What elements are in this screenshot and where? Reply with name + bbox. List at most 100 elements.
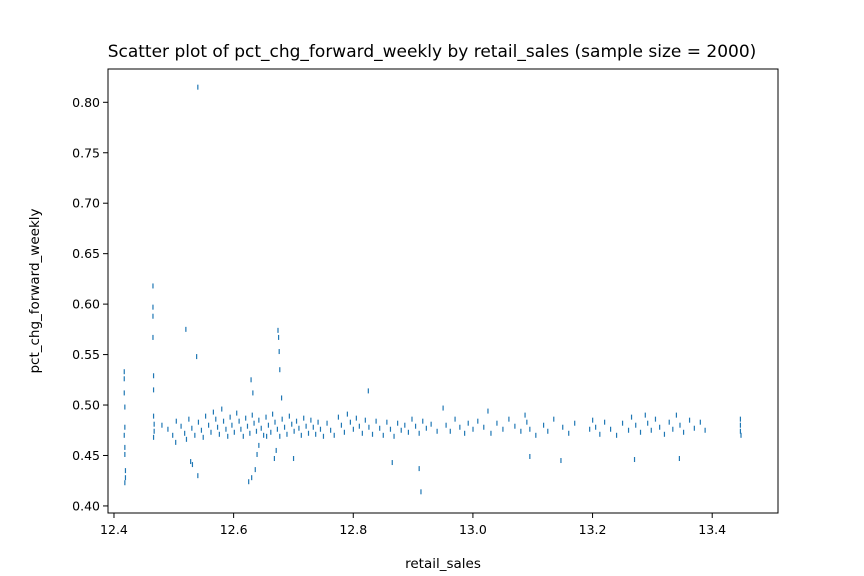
- data-point: [319, 426, 322, 432]
- data-point: [699, 419, 701, 425]
- data-point: [238, 418, 240, 424]
- data-point: [739, 422, 742, 428]
- data-point: [273, 456, 276, 462]
- data-point: [227, 433, 229, 439]
- data-point: [152, 283, 154, 289]
- data-point: [630, 414, 633, 420]
- data-point: [543, 422, 545, 428]
- data-point: [337, 414, 340, 420]
- data-point: [404, 422, 406, 428]
- data-point: [688, 417, 691, 423]
- data-point: [430, 421, 432, 427]
- data-point: [184, 430, 186, 436]
- data-point: [322, 433, 325, 439]
- data-point: [274, 419, 276, 425]
- data-point: [256, 451, 258, 457]
- data-point: [355, 415, 357, 421]
- data-point: [286, 431, 288, 437]
- data-point: [589, 426, 591, 432]
- data-point: [467, 420, 469, 426]
- data-point: [704, 427, 706, 433]
- data-point: [529, 426, 531, 432]
- data-point: [248, 479, 250, 485]
- data-point: [326, 420, 328, 426]
- data-point: [123, 390, 125, 396]
- data-point: [472, 426, 474, 432]
- data-point: [208, 422, 210, 428]
- data-point: [514, 423, 516, 429]
- data-point: [251, 412, 253, 418]
- x-axis: 12.4 12.6 12.8 13.0 13.2 13.4: [100, 513, 726, 537]
- data-point: [197, 473, 199, 479]
- data-point: [445, 422, 447, 428]
- data-point: [436, 428, 438, 434]
- data-point: [249, 430, 251, 436]
- data-point: [255, 428, 258, 434]
- data-point: [251, 475, 253, 481]
- x-tick-label: 13.2: [579, 522, 607, 537]
- data-point: [526, 419, 528, 425]
- data-point: [592, 417, 594, 423]
- data-point: [180, 423, 182, 429]
- data-point: [291, 421, 293, 427]
- data-point: [197, 419, 200, 425]
- data-point: [449, 428, 451, 434]
- data-point: [175, 418, 177, 424]
- data-point: [312, 424, 314, 430]
- chart-title: Scatter plot of pct_chg_forward_weekly b…: [108, 42, 757, 62]
- y-tick-label: 0.60: [72, 297, 100, 312]
- data-point: [672, 426, 674, 432]
- data-point: [190, 459, 192, 465]
- data-point: [397, 420, 399, 426]
- data-point: [258, 417, 260, 423]
- data-point: [508, 416, 510, 422]
- data-point: [307, 430, 310, 436]
- data-point: [153, 428, 155, 434]
- data-point: [205, 413, 207, 419]
- data-point: [236, 410, 238, 416]
- x-tick-label: 12.4: [100, 522, 128, 537]
- data-point: [153, 421, 155, 427]
- data-point: [668, 419, 670, 425]
- data-point: [442, 405, 444, 411]
- y-tick-label: 0.75: [72, 145, 100, 160]
- data-point: [610, 426, 612, 432]
- data-point: [379, 425, 381, 431]
- data-point: [422, 418, 424, 424]
- data-point: [420, 489, 422, 495]
- data-point: [221, 406, 223, 412]
- data-point: [152, 334, 154, 340]
- data-point: [281, 416, 283, 422]
- data-point: [330, 427, 332, 433]
- y-axis: 0.40 0.45 0.50 0.55 0.60 0.65 0.70 0.75 0.80: [72, 95, 108, 513]
- data-point: [231, 422, 233, 428]
- data-point: [124, 444, 126, 450]
- y-tick-label: 0.70: [72, 196, 100, 211]
- data-point: [678, 456, 680, 462]
- data-point: [272, 411, 274, 417]
- data-point: [315, 431, 317, 437]
- data-point: [245, 415, 247, 421]
- data-point: [386, 419, 388, 425]
- data-point: [604, 419, 606, 425]
- data-point: [393, 433, 395, 439]
- data-point: [675, 412, 678, 418]
- data-point: [124, 480, 126, 486]
- data-point: [246, 423, 249, 429]
- data-point: [152, 373, 155, 379]
- data-point: [418, 466, 420, 472]
- data-point: [188, 416, 190, 422]
- data-point: [124, 424, 126, 430]
- data-point: [194, 432, 196, 438]
- data-point: [418, 430, 420, 436]
- y-tick-label: 0.55: [72, 347, 100, 362]
- data-point: [212, 409, 214, 415]
- data-point: [400, 427, 402, 433]
- data-point: [739, 428, 742, 434]
- data-point: [659, 424, 661, 430]
- data-point: [222, 418, 225, 424]
- data-point: [253, 420, 255, 426]
- data-point: [635, 422, 637, 428]
- data-point: [280, 395, 283, 401]
- data-point: [152, 413, 155, 419]
